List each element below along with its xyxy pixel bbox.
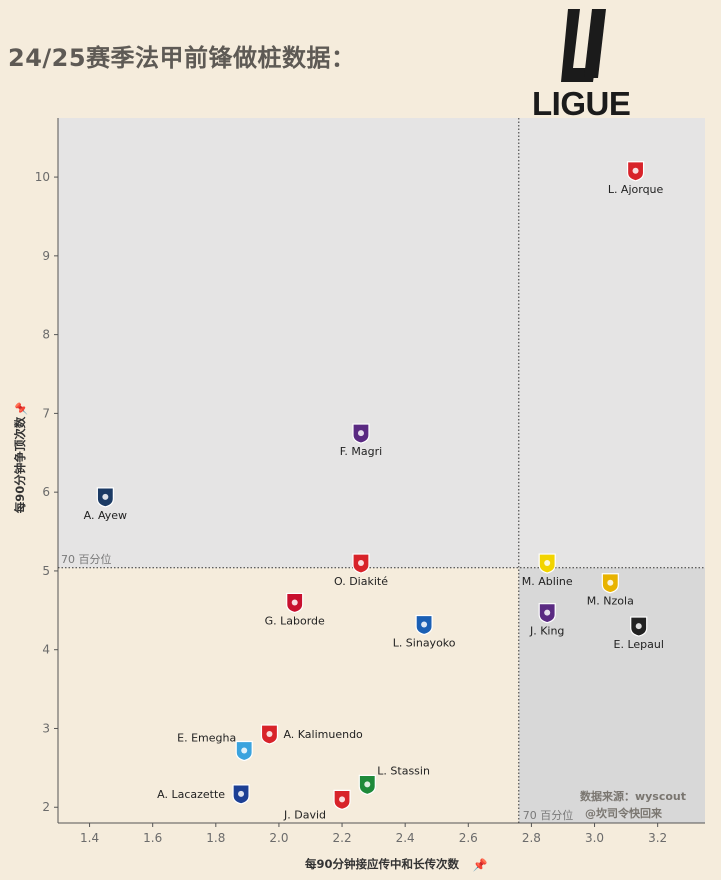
data-point: M. Nzola <box>587 573 634 608</box>
point-label: A. Ayew <box>84 509 127 522</box>
data-point: F. Magri <box>340 423 382 458</box>
data-point: L. Stassin <box>358 764 430 796</box>
point-label: E. Lepaul <box>614 638 664 651</box>
y-tick-label: 2 <box>42 800 50 814</box>
x-tick-label: 2.8 <box>522 831 541 845</box>
page-title: 24/25赛季法甲前锋做桩数据： <box>8 44 356 72</box>
source-label: 数据来源：wyscout <box>580 789 686 803</box>
data-point: J. King <box>529 603 564 638</box>
crest-detail <box>102 493 109 500</box>
data-point: A. Lacazette <box>157 784 250 805</box>
point-label: G. Laborde <box>265 614 325 627</box>
y-tick-label: 5 <box>42 564 50 578</box>
point-label: L. Sinayoko <box>393 636 456 649</box>
x-tick-label: 2.4 <box>396 831 415 845</box>
crest-detail <box>357 560 364 567</box>
x-tick-label: 3.0 <box>585 831 604 845</box>
crest-detail <box>364 781 371 788</box>
x-tick-label: 2.6 <box>459 831 478 845</box>
y-tick-label: 6 <box>42 485 50 499</box>
y-axis-title-group: 每90分钟争顶次数📌 <box>13 402 28 513</box>
point-label: M. Abline <box>522 575 573 588</box>
data-point: E. Lepaul <box>614 616 664 651</box>
point-label: J. King <box>529 625 564 638</box>
x-tick-label: 2.2 <box>333 831 352 845</box>
point-label: A. Kalimuendo <box>283 728 363 741</box>
reference-label-y: 70 百分位 <box>61 552 112 566</box>
x-axis-title: 每90分钟接应传中和长传次数 <box>305 857 460 871</box>
x-tick-label: 2.0 <box>269 831 288 845</box>
point-label: L. Stassin <box>377 764 430 777</box>
point-label: O. Diakité <box>334 575 388 588</box>
y-tick-label: 10 <box>35 170 50 184</box>
y-tick-label: 4 <box>42 643 50 657</box>
x-tick-label: 3.2 <box>648 831 667 845</box>
quadrant-top-area <box>58 118 705 568</box>
crest-detail <box>291 599 298 606</box>
crest-detail <box>544 609 551 616</box>
y-tick-label: 9 <box>42 249 50 263</box>
data-point: L. Sinayoko <box>393 614 456 649</box>
point-label: M. Nzola <box>587 595 634 608</box>
crest-detail <box>632 167 639 174</box>
x-tick-label: 1.8 <box>206 831 225 845</box>
crest-detail <box>238 790 245 797</box>
y-tick-label: 7 <box>42 406 50 420</box>
data-point: A. Ayew <box>84 487 127 522</box>
crest-detail <box>607 579 614 586</box>
point-label: L. Ajorque <box>608 183 664 196</box>
crest-detail <box>635 623 642 630</box>
data-point: L. Ajorque <box>608 161 664 196</box>
ligue1-logo: LIGUE 1 <box>532 6 631 152</box>
crest-detail <box>339 796 346 803</box>
data-point: O. Diakité <box>334 553 388 588</box>
y-axis-pin-icon: 📌 <box>14 402 28 416</box>
point-label: A. Lacazette <box>157 788 225 801</box>
data-point: E. Emegha <box>177 732 253 762</box>
crest-detail <box>544 560 551 567</box>
x-tick-label: 1.4 <box>80 831 99 845</box>
crest-detail <box>266 730 273 737</box>
y-tick-label: 8 <box>42 328 50 342</box>
point-label: E. Emegha <box>177 732 236 745</box>
ligue1-logo-mark <box>561 9 606 82</box>
data-point: G. Laborde <box>265 592 325 627</box>
y-axis-title: 每90分钟争顶次数 <box>13 416 27 513</box>
data-point: A. Kalimuendo <box>260 724 363 745</box>
point-label: J. David <box>283 808 326 821</box>
reference-label-x: 70 百分位 <box>523 808 574 822</box>
crest-detail <box>241 747 248 754</box>
y-tick-label: 3 <box>42 721 50 735</box>
x-tick-label: 1.6 <box>143 831 162 845</box>
crest-detail <box>421 621 428 628</box>
data-point: J. David <box>283 789 351 821</box>
point-label: F. Magri <box>340 445 382 458</box>
data-point: M. Abline <box>522 553 573 588</box>
source-credit: @坎司令快回来 <box>585 806 663 820</box>
x-axis-pin-icon: 📌 <box>473 857 488 872</box>
crest-detail <box>357 430 364 437</box>
